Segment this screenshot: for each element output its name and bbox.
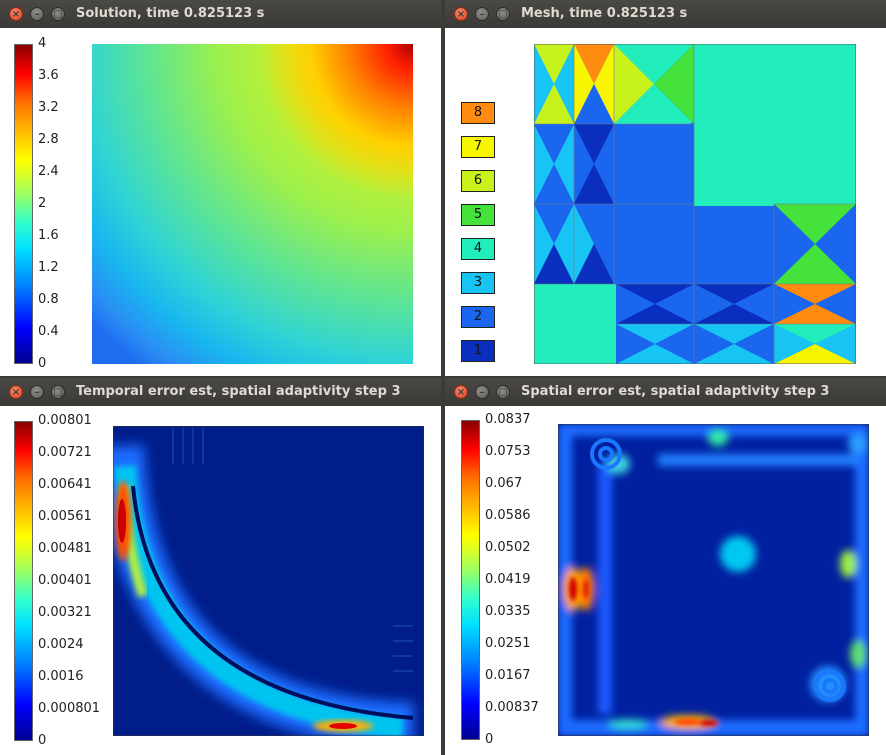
mesh-legend-item: 5 — [461, 204, 495, 226]
window-title: Solution, time 0.825123 s — [76, 6, 265, 21]
colorbar-tick-label: 0.8 — [38, 292, 59, 307]
minimize-icon[interactable]: – — [30, 7, 44, 21]
colorbar-tick-label: 0.000801 — [38, 701, 101, 716]
maximize-icon[interactable]: □ — [51, 7, 65, 21]
colorbar-tick-label: 0.0502 — [485, 540, 531, 555]
colorbar-tick-label: 0.0837 — [485, 412, 531, 427]
colorbar-tick-label: 0.0251 — [485, 636, 531, 651]
colorbar-tick-label: 0.00641 — [38, 477, 92, 492]
window-title: Mesh, time 0.825123 s — [521, 6, 688, 21]
mesh-legend-item: 8 — [461, 102, 495, 124]
spatial-colorbar — [461, 420, 480, 740]
mesh-plot — [534, 44, 856, 364]
mesh-legend-item: 7 — [461, 136, 495, 158]
colorbar-tick-label: 0.00837 — [485, 700, 539, 715]
colorbar-tick-label: 0.00721 — [38, 445, 92, 460]
maximize-icon[interactable]: □ — [496, 7, 510, 21]
close-icon[interactable]: × — [454, 385, 468, 399]
solution-colorbar — [14, 44, 33, 364]
colorbar-tick-label: 0 — [485, 732, 494, 747]
colorbar-tick-label: 0.00801 — [38, 413, 92, 428]
temporal-titlebar[interactable]: × – □ Temporal error est, spatial adapti… — [0, 378, 441, 406]
colorbar-tick-label: 4 — [38, 36, 47, 51]
solution-field-plot — [92, 44, 413, 364]
mesh-legend-item: 4 — [461, 238, 495, 260]
spatial-titlebar[interactable]: × – □ Spatial error est, spatial adaptiv… — [445, 378, 886, 406]
maximize-icon[interactable]: □ — [51, 385, 65, 399]
colorbar-tick-label: 0.00321 — [38, 605, 92, 620]
minimize-icon[interactable]: – — [475, 385, 489, 399]
colorbar-tick-label: 3.6 — [38, 68, 59, 83]
mesh-titlebar[interactable]: × – □ Mesh, time 0.825123 s — [445, 0, 886, 28]
colorbar-tick-label: 0.00561 — [38, 509, 92, 524]
mesh-legend-item: 2 — [461, 306, 495, 328]
mesh-legend-item: 1 — [461, 340, 495, 362]
colorbar-tick-label: 0.0167 — [485, 668, 531, 683]
colorbar-tick-label: 2.4 — [38, 164, 59, 179]
colorbar-tick-label: 0.067 — [485, 476, 523, 491]
close-icon[interactable]: × — [454, 7, 468, 21]
temporal-colorbar — [14, 421, 33, 741]
temporal-content: 0.00801 0.00721 0.00641 0.00561 0.00481 0.004… — [0, 406, 441, 755]
mesh-legend-item: 6 — [461, 170, 495, 192]
colorbar-tick-label: 0.0024 — [38, 637, 84, 652]
solution-content: 4 3.6 3.2 2.8 2.4 2 1.6 1.2 0.8 0.4 0 — [0, 28, 441, 376]
temporal-error-plot — [113, 426, 424, 736]
mesh-content: 8 7 6 5 4 3 2 1 — [445, 28, 886, 376]
colorbar-tick-label: 0.00481 — [38, 541, 92, 556]
solution-window[interactable]: × – □ Solution, time 0.825123 s 4 3.6 3.2 2… — [0, 0, 441, 376]
colorbar-tick-label: 0 — [38, 733, 47, 748]
window-title: Temporal error est, spatial adaptivity s… — [76, 384, 401, 399]
mesh-legend-item: 3 — [461, 272, 495, 294]
minimize-icon[interactable]: – — [475, 7, 489, 21]
colorbar-tick-label: 1.6 — [38, 228, 59, 243]
window-title: Spatial error est, spatial adaptivity st… — [521, 384, 830, 399]
colorbar-tick-label: 0.4 — [38, 324, 59, 339]
spatial-content: 0.0837 0.0753 0.067 0.0586 0.0502 0.0419 0.033… — [445, 406, 886, 755]
colorbar-tick-label: 0.0335 — [485, 604, 531, 619]
colorbar-tick-label: 2 — [38, 196, 47, 211]
colorbar-tick-label: 0.00401 — [38, 573, 92, 588]
spatial-error-plot — [558, 424, 869, 736]
mesh-window[interactable]: × – □ Mesh, time 0.825123 s 8 7 6 5 4 3 2 1 — [445, 0, 886, 376]
colorbar-tick-label: 1.2 — [38, 260, 59, 275]
close-icon[interactable]: × — [9, 385, 23, 399]
colorbar-tick-label: 0 — [38, 356, 47, 371]
maximize-icon[interactable]: □ — [496, 385, 510, 399]
spatial-error-window[interactable]: × – □ Spatial error est, spatial adaptiv… — [445, 378, 886, 755]
colorbar-tick-label: 0.0586 — [485, 508, 531, 523]
temporal-error-window[interactable]: × – □ Temporal error est, spatial adapti… — [0, 378, 441, 755]
colorbar-tick-label: 0.0016 — [38, 669, 84, 684]
colorbar-tick-label: 2.8 — [38, 132, 59, 147]
colorbar-tick-label: 0.0419 — [485, 572, 531, 587]
colorbar-tick-label: 0.0753 — [485, 444, 531, 459]
solution-titlebar[interactable]: × – □ Solution, time 0.825123 s — [0, 0, 441, 28]
minimize-icon[interactable]: – — [30, 385, 44, 399]
close-icon[interactable]: × — [9, 7, 23, 21]
colorbar-tick-label: 3.2 — [38, 100, 59, 115]
